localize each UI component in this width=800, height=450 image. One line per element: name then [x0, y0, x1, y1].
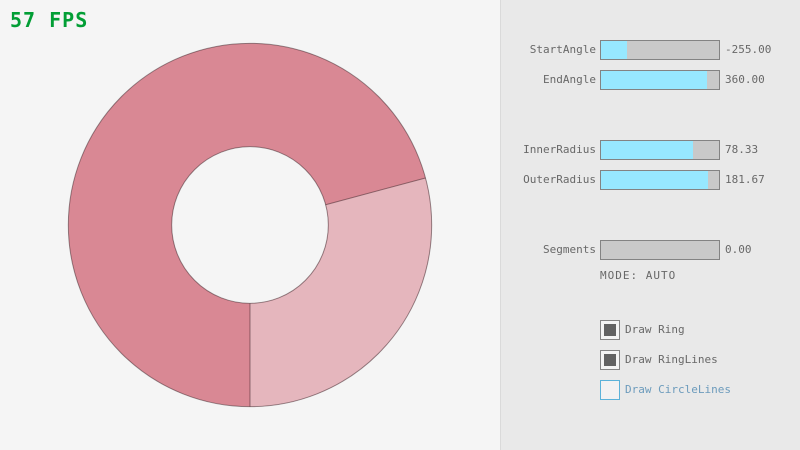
- checkbox-label-draw-ring[interactable]: Draw Ring: [625, 323, 685, 336]
- ring-inner-outline: [171, 146, 329, 304]
- slider-label-innerradius: InnerRadius: [523, 143, 596, 156]
- checkmark-draw-ringlines: [604, 354, 616, 366]
- slider-innerradius[interactable]: [600, 140, 720, 160]
- slider-startangle[interactable]: [600, 40, 720, 60]
- checkbox-draw-circlelines[interactable]: [600, 380, 620, 400]
- slider-endangle[interactable]: [600, 70, 720, 90]
- slider-value-outerradius: 181.67: [725, 173, 765, 186]
- slider-fill-startangle: [601, 41, 627, 59]
- slider-fill-innerradius: [601, 141, 694, 159]
- slider-fill-endangle: [601, 71, 708, 89]
- segments-mode-text: MODE: AUTO: [600, 269, 677, 282]
- checkbox-label-draw-circlelines[interactable]: Draw CircleLines: [625, 383, 731, 396]
- slider-label-endangle: EndAngle: [543, 73, 596, 86]
- slider-label-segments: Segments: [543, 243, 596, 256]
- slider-segments[interactable]: [600, 240, 720, 260]
- slider-fill-outerradius: [601, 171, 709, 189]
- checkbox-label-draw-ringlines[interactable]: Draw RingLines: [625, 353, 718, 366]
- slider-value-innerradius: 78.33: [725, 143, 759, 156]
- slider-value-startangle: -255.00: [725, 43, 772, 56]
- ring-outer-outline: [67, 42, 433, 408]
- slider-value-segments: 0.00: [725, 243, 752, 256]
- checkbox-draw-ring[interactable]: [600, 320, 620, 340]
- slider-value-endangle: 360.00: [725, 73, 765, 86]
- slider-outerradius[interactable]: [600, 170, 720, 190]
- slider-label-startangle: StartAngle: [529, 43, 596, 56]
- checkmark-draw-ring: [604, 324, 616, 336]
- ring-sector-light: [250, 177, 432, 407]
- fps-counter: 57 FPS: [10, 8, 89, 32]
- slider-label-outerradius: OuterRadius: [523, 173, 596, 186]
- checkbox-draw-ringlines[interactable]: [600, 350, 620, 370]
- ring-radial-lines: [249, 177, 426, 407]
